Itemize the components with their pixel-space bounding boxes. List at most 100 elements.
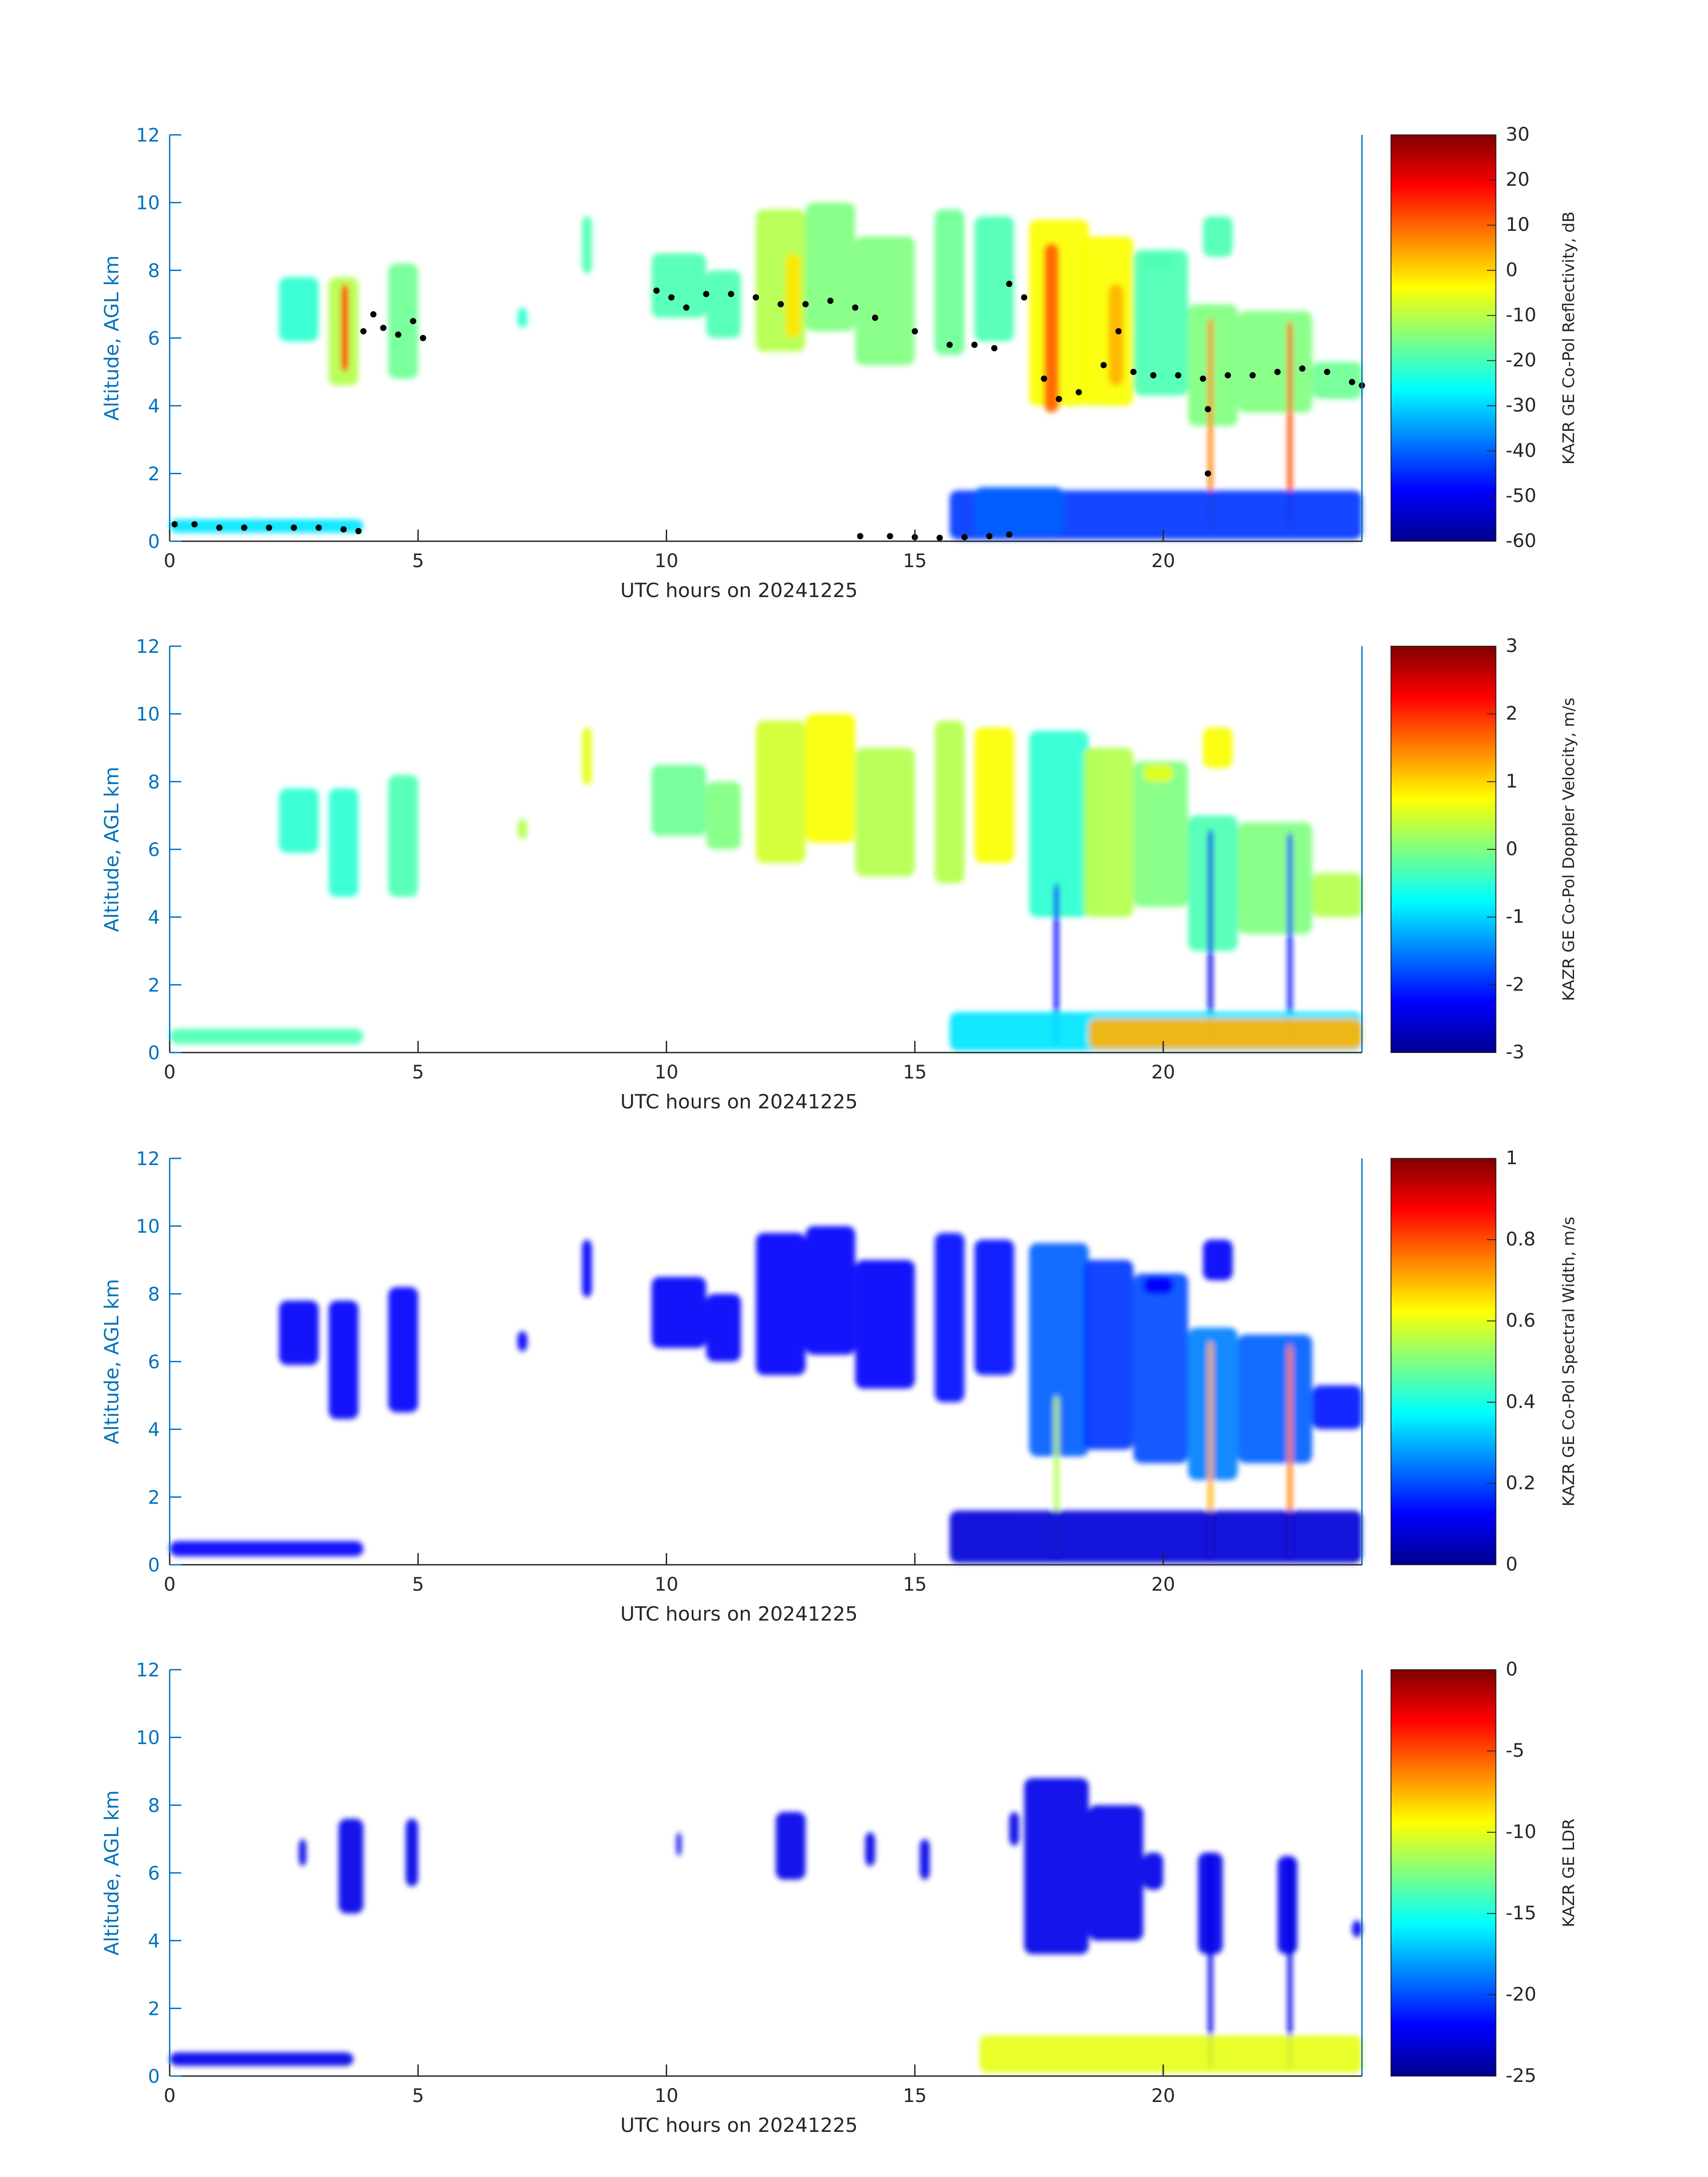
x-tick-label: 10 <box>655 2085 678 2106</box>
overlay-point-21 <box>752 294 759 301</box>
y-axis-title: Altitude, AGL km <box>100 1790 123 1956</box>
colorbar-tick-label: -60 <box>1506 530 1537 552</box>
panel-4: 0 2 4 6 8 10 12 0 5 10 15 20 UTC hours on 20241225 Al… <box>100 1658 1578 2137</box>
colorbar-tick-label: -5 <box>1506 1739 1524 1761</box>
overlay-point-16 <box>653 287 660 294</box>
heatmap-field <box>170 202 1362 540</box>
heatmap-field <box>170 714 1362 1051</box>
heatmap-cell-6 <box>651 765 706 836</box>
colorbar: 1 0.8 0.6 0.4 0.2 0 KAZR GE Co-Pol Spectral Wi… <box>1391 1147 1578 1575</box>
heatmap-cell-13 <box>935 209 965 355</box>
heatmap-cell-23 <box>1143 765 1173 782</box>
colorbar-tick-label: 2 <box>1506 702 1518 724</box>
heatmap-cell-21 <box>1312 1385 1362 1429</box>
heatmap-cell-8 <box>756 1233 806 1375</box>
panel-1: 0 2 4 6 8 10 12 0 5 10 15 20 UTC hours on 20241225 Al… <box>100 123 1578 602</box>
colorbar-tick-label: 0.2 <box>1506 1472 1536 1494</box>
colorbar-tick-label: -20 <box>1506 1983 1537 2005</box>
heatmap-cell-16 <box>1044 243 1059 413</box>
overlay-point-25 <box>852 304 859 311</box>
overlay-point-54 <box>936 535 943 541</box>
heatmap-cell-2 <box>338 1818 363 1914</box>
y-tick-label: 4 <box>148 395 160 417</box>
colorbar-gradient <box>1391 646 1496 1053</box>
colorbar-tick-label: -40 <box>1506 439 1537 461</box>
heatmap-cell-20 <box>1287 1345 1293 1558</box>
heatmap-cell-10 <box>785 253 801 338</box>
y-tick-label: 10 <box>136 1216 160 1237</box>
overlay-point-44 <box>1274 368 1281 375</box>
colorbar-gradient <box>1391 1669 1496 2077</box>
overlay-point-11 <box>370 311 377 318</box>
heatmap-cell-2 <box>329 788 359 897</box>
overlay-point-49 <box>1205 406 1211 413</box>
heatmap-cell-11 <box>1143 1852 1163 1890</box>
heatmap-cell-18 <box>1108 284 1123 386</box>
colorbar-tick-label: -30 <box>1506 394 1537 416</box>
overlay-point-50 <box>1205 470 1211 477</box>
colorbar-tick-label: -15 <box>1506 1902 1537 1924</box>
overlay-point-42 <box>1224 372 1231 379</box>
heatmap-cell-12 <box>974 1240 1015 1375</box>
heatmap-cell-23 <box>1287 321 1293 528</box>
y-tick-label: 8 <box>148 259 160 281</box>
colorbar-tick-label: 0 <box>1506 1553 1518 1575</box>
overlay-point-41 <box>1200 376 1206 382</box>
overlay-point-55 <box>961 534 968 540</box>
colorbar-tick-label: -1 <box>1506 906 1524 928</box>
heatmap-cell-4 <box>517 1331 527 1352</box>
y-tick-label: 12 <box>136 635 160 657</box>
y-tick-label: 0 <box>148 1042 160 1064</box>
overlay-point-29 <box>971 342 978 348</box>
heatmap-cell-1 <box>279 277 319 342</box>
heatmap-cell-12 <box>974 727 1015 863</box>
heatmap-cell-26 <box>1143 253 1173 271</box>
colorbar-gradient <box>1391 134 1496 542</box>
overlay-point-19 <box>703 291 710 297</box>
colorbar-title: KAZR GE Co-Pol Doppler Velocity, m/s <box>1560 698 1578 1001</box>
overlay-point-36 <box>1100 362 1107 368</box>
x-tick-label: 5 <box>412 1573 424 1595</box>
heatmap-cell-8 <box>706 270 741 338</box>
overlay-point-9 <box>355 528 362 535</box>
y-tick-label: 2 <box>148 1486 160 1508</box>
y-tick-label: 2 <box>148 1997 160 2019</box>
heatmap-cell-7 <box>706 781 741 849</box>
overlay-point-7 <box>315 524 322 531</box>
heatmap-cell-10 <box>1089 1805 1144 1941</box>
heatmap-cell-13 <box>1029 1243 1089 1457</box>
heatmap-cell-16 <box>1352 1920 1362 1938</box>
overlay-point-2 <box>191 521 198 528</box>
heatmap-cell-22 <box>1203 727 1233 768</box>
heatmap-cell-18 <box>979 2035 1362 2073</box>
heatmap-cell-11 <box>806 202 856 331</box>
colorbar-gradient <box>1391 1158 1496 1565</box>
y-tick-label: 0 <box>148 531 160 552</box>
x-tick-label: 20 <box>1151 1061 1175 1083</box>
overlay-point-3 <box>216 524 223 531</box>
heatmap-cell-11 <box>935 720 965 883</box>
heatmap-cell-3 <box>341 284 349 372</box>
colorbar-tick-label: 0 <box>1506 259 1518 280</box>
x-tick-label: 0 <box>164 2085 176 2106</box>
x-tick-label: 10 <box>655 550 678 572</box>
y-tick-label: 10 <box>136 703 160 725</box>
overlay-point-34 <box>1056 396 1062 402</box>
y-tick-label: 8 <box>148 771 160 793</box>
overlay-point-31 <box>1006 280 1013 287</box>
x-tick-label: 0 <box>164 1061 176 1083</box>
heatmap-cell-1 <box>279 788 319 853</box>
overlay-point-8 <box>340 526 347 533</box>
overlay-markers <box>171 280 1365 541</box>
overlay-point-10 <box>360 328 367 334</box>
y-tick-label: 12 <box>136 1659 160 1681</box>
overlay-point-45 <box>1299 365 1306 372</box>
heatmap-cell-18 <box>1208 829 1213 1046</box>
heatmap-cell-9 <box>806 1226 856 1355</box>
x-tick-label: 15 <box>903 1573 927 1595</box>
overlay-point-22 <box>777 301 784 308</box>
overlay-point-30 <box>991 345 998 351</box>
overlay-point-4 <box>241 524 247 531</box>
y-axis-title: Altitude, AGL km <box>100 255 123 421</box>
